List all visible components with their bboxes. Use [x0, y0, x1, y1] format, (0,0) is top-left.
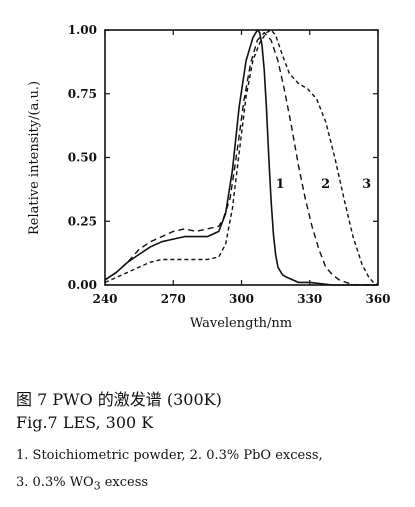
plot-frame	[104, 29, 379, 286]
x-tick-label: 270	[161, 292, 186, 306]
y-tick-label: 0.25	[68, 214, 97, 228]
y-tick-label: 1.00	[68, 23, 97, 37]
caption-subscript: 3	[93, 479, 101, 493]
y-tick-label: 0.75	[68, 87, 97, 101]
x-tick-label: 240	[92, 292, 117, 306]
curve-labels: 1 2 3	[276, 177, 371, 192]
caption-english-title: Fig.7 LES, 300 K	[16, 413, 154, 432]
curve-label-3: 3	[362, 177, 371, 192]
series-line-3	[104, 29, 379, 286]
series-line-2	[104, 31, 378, 286]
curve-label-2: 2	[321, 177, 330, 192]
x-tick-label: 360	[365, 292, 390, 306]
axis-ticks: 240 270 300 330 360 0.00 0.25 0.50 0.75 1.00	[68, 23, 391, 306]
y-tick-label: 0.00	[68, 278, 97, 292]
caption-legend-line2: 3. 0.3% WO3 excess	[16, 475, 148, 493]
caption-legend-line2-prefix: 3. 0.3% WO	[16, 475, 94, 490]
y-tick-label: 0.50	[68, 151, 97, 165]
caption-legend-line2-suffix: excess	[100, 475, 149, 490]
caption-chinese: 图 7 PWO 的激发谱 (300K)	[16, 390, 222, 409]
curve-label-1: 1	[276, 177, 285, 192]
y-axis-label: Relative intensity/(a.u.)	[27, 81, 42, 235]
x-axis-label: Wavelength/nm	[190, 316, 292, 331]
x-tick-label: 300	[229, 292, 254, 306]
series-line-1	[104, 29, 378, 286]
series-lines	[104, 29, 379, 286]
caption-legend-line1: 1. Stoichiometric powder, 2. 0.3% PbO ex…	[16, 448, 323, 463]
x-tick-label: 330	[297, 292, 322, 306]
